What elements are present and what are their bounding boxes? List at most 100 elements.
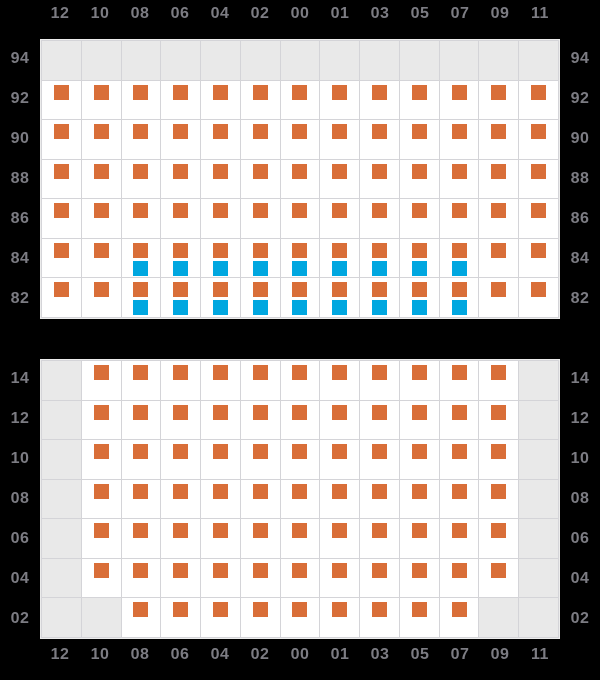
y-axis-label: 08 [10, 490, 30, 507]
orange-marker [332, 124, 348, 140]
y-axis-label: 86 [10, 210, 30, 227]
y-axis-label: 06 [10, 530, 30, 547]
grid-cell [320, 159, 360, 199]
grid-cell [161, 598, 201, 637]
grid-cell [399, 400, 439, 440]
y-axis-label: 08 [570, 490, 590, 507]
y-axis-right-upper: 94 92 90 88 86 84 82 [560, 39, 600, 319]
y-axis-label: 88 [570, 170, 590, 187]
grid-cell [81, 519, 121, 558]
grid-cell-empty [42, 479, 81, 519]
orange-marker [133, 163, 149, 179]
blue-marker [252, 260, 268, 276]
grid-cell-empty [42, 41, 81, 80]
grid-cell [519, 199, 558, 238]
grid-cell [320, 440, 360, 479]
x-axis-label: 12 [50, 646, 70, 663]
orange-marker [491, 404, 507, 420]
y-axis-label: 02 [570, 610, 590, 627]
grid-cell [201, 278, 240, 317]
grid-cell [280, 120, 320, 159]
grid-cell [161, 558, 201, 598]
orange-marker [93, 365, 109, 380]
grid-cell [320, 479, 360, 519]
grid-cell [439, 558, 479, 598]
grid-cell [121, 400, 161, 440]
y-axis-label: 92 [10, 90, 30, 107]
orange-marker [491, 365, 507, 380]
orange-marker [411, 282, 427, 298]
orange-marker [53, 163, 69, 179]
y-axis-label: 84 [570, 250, 590, 267]
blue-marker [173, 300, 189, 316]
grid-cell [479, 558, 519, 598]
orange-marker [451, 242, 467, 258]
orange-marker [451, 562, 467, 578]
orange-marker [332, 523, 348, 539]
orange-marker [173, 483, 189, 499]
grid-cell-empty [519, 519, 558, 558]
orange-marker [133, 444, 149, 460]
x-axis-label: 06 [170, 646, 190, 663]
orange-marker [491, 124, 507, 140]
orange-marker [451, 483, 467, 499]
orange-marker [212, 242, 228, 258]
grid-cell [240, 199, 280, 238]
grid-cell [201, 120, 240, 159]
orange-marker [173, 562, 189, 578]
grid-cell [161, 199, 201, 238]
grid-cell [320, 278, 360, 317]
grid-cell [399, 558, 439, 598]
grid-cell-empty [280, 41, 320, 80]
grid-cell [121, 440, 161, 479]
orange-marker [53, 203, 69, 219]
grid-cell [360, 400, 399, 440]
orange-marker [372, 404, 388, 420]
orange-marker [252, 242, 268, 258]
orange-marker [212, 483, 228, 499]
orange-marker [491, 523, 507, 539]
grid-cell [81, 120, 121, 159]
orange-marker [252, 444, 268, 460]
orange-marker [372, 365, 388, 380]
blue-marker [332, 300, 348, 316]
grid-cell [201, 558, 240, 598]
grid-cell [280, 238, 320, 278]
grid-cell [81, 159, 121, 199]
y-axis-label: 12 [570, 410, 590, 427]
grid-cell-empty [519, 479, 558, 519]
orange-marker [411, 242, 427, 258]
grid-cell-empty [439, 41, 479, 80]
grid-cell-empty [360, 41, 399, 80]
grid-cell [280, 361, 320, 400]
orange-marker [451, 444, 467, 460]
grid-cell [399, 440, 439, 479]
y-axis-label: 82 [10, 290, 30, 307]
grid-cell-empty [42, 598, 81, 637]
grid-cell [161, 120, 201, 159]
orange-marker [451, 523, 467, 539]
grid-cell [320, 519, 360, 558]
grid-cell [479, 519, 519, 558]
x-axis-label: 03 [370, 5, 390, 22]
grid-cell-empty [479, 41, 519, 80]
orange-marker [451, 163, 467, 179]
orange-marker [292, 523, 308, 539]
grid-cell [479, 400, 519, 440]
grid-cell [320, 400, 360, 440]
x-axis-label: 09 [490, 646, 510, 663]
x-axis-label: 04 [210, 646, 230, 663]
x-axis-label: 01 [330, 5, 350, 22]
orange-marker [93, 404, 109, 420]
grid-cell-empty [42, 440, 81, 479]
grid-cell [240, 440, 280, 479]
grid-cell [240, 598, 280, 637]
grid-cell [320, 361, 360, 400]
orange-marker [411, 163, 427, 179]
grid-cell [280, 159, 320, 199]
grid-cell [121, 519, 161, 558]
blue-marker [372, 300, 388, 316]
blue-marker [292, 300, 308, 316]
grid-cell [280, 400, 320, 440]
orange-marker [212, 282, 228, 298]
